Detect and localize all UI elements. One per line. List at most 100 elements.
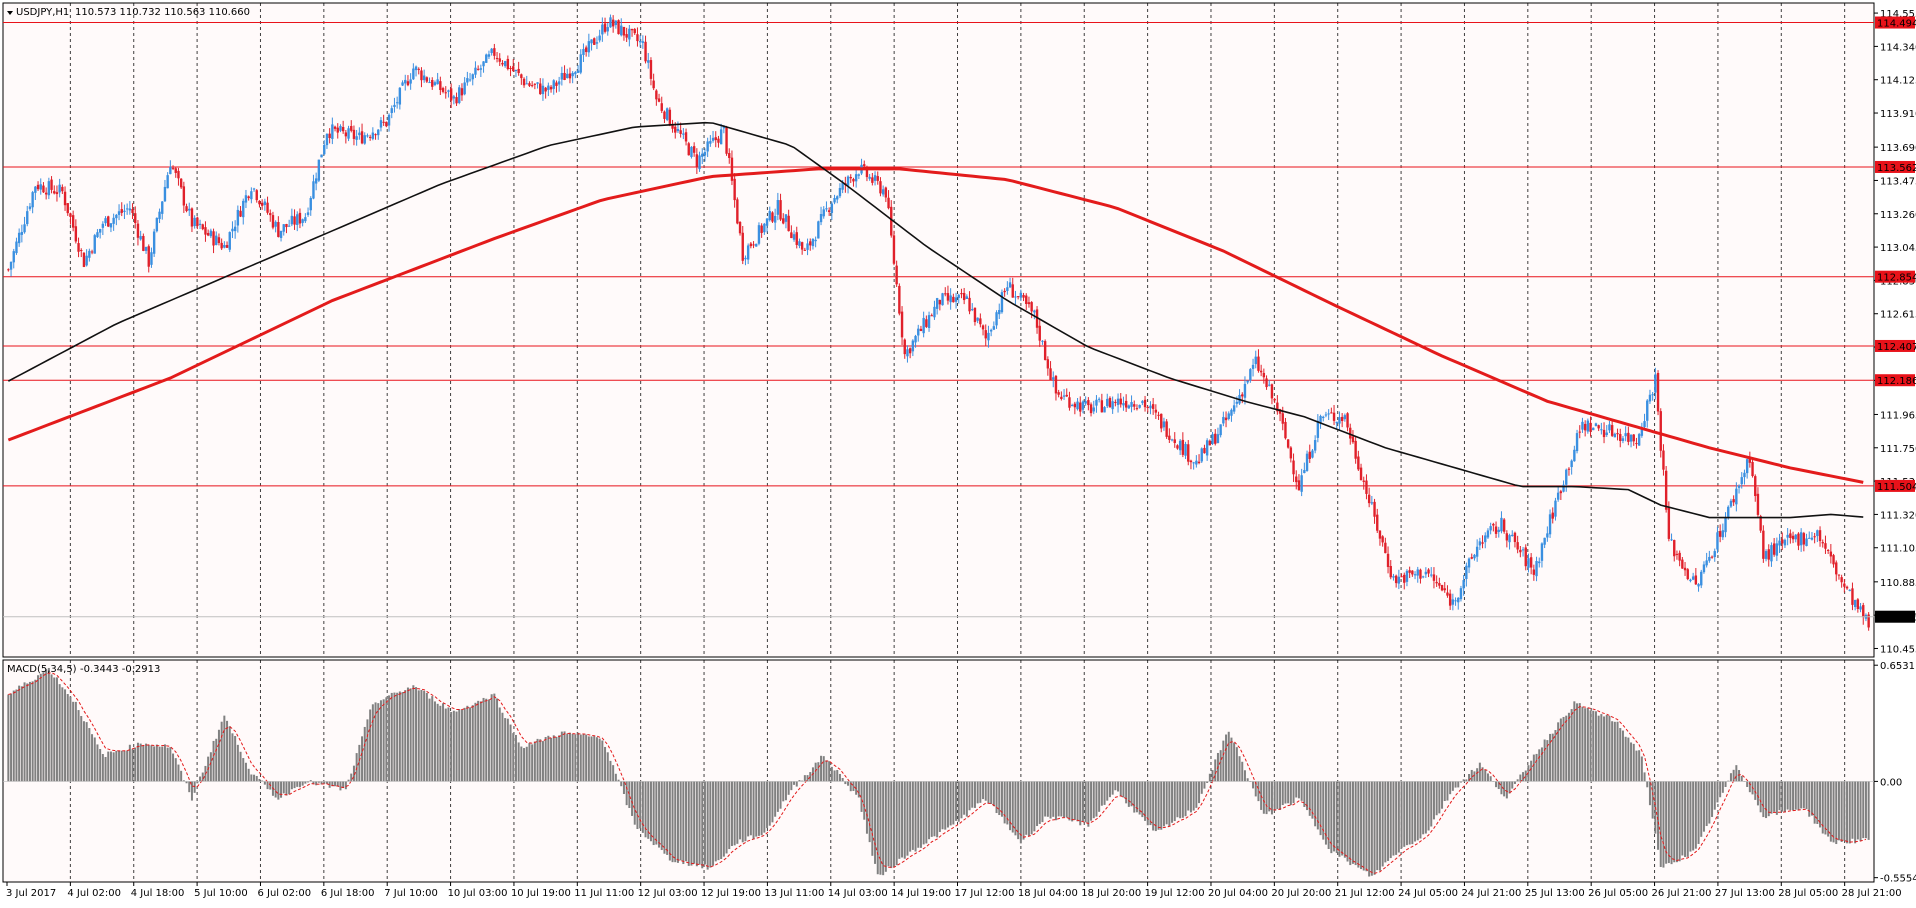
macd-bar — [1535, 753, 1538, 782]
macd-bar — [523, 748, 526, 782]
candle-body — [485, 54, 488, 63]
candle-body — [1392, 576, 1395, 578]
candle-body — [1616, 433, 1619, 435]
candle-body — [1451, 599, 1455, 605]
candle-body — [1068, 397, 1071, 408]
candle-body — [1089, 404, 1093, 414]
candle-body — [574, 72, 577, 75]
macd-bar — [288, 781, 291, 795]
symbol-header[interactable]: USDJPY,H1 110.573 110.732 110.563 110.66… — [7, 7, 250, 18]
macd-bar — [1729, 773, 1732, 782]
candle-body — [579, 54, 582, 73]
candle-body — [1813, 536, 1816, 538]
macd-bar — [72, 701, 75, 782]
candle-body — [1605, 432, 1608, 436]
macd-bar — [1589, 710, 1592, 782]
candle-body — [601, 24, 604, 35]
macd-bar — [274, 781, 277, 798]
macd-bar — [1192, 781, 1195, 811]
candle-body — [1624, 433, 1627, 437]
price-label: 110.455 — [1880, 644, 1916, 655]
candle-body — [1381, 536, 1384, 543]
macd-bar — [1829, 781, 1832, 842]
macd-bar — [1357, 781, 1360, 868]
candle-body — [128, 208, 132, 211]
candle-body — [1103, 407, 1106, 413]
candle-body — [1300, 475, 1303, 492]
macd-bar — [1133, 781, 1136, 813]
candle-body — [1305, 453, 1309, 471]
macd-bar — [541, 741, 544, 782]
macd-bar — [644, 781, 647, 838]
candle-body — [1805, 538, 1808, 547]
candle-body — [1054, 375, 1058, 394]
candle-body — [190, 208, 194, 227]
macd-bar — [215, 738, 218, 782]
candle-body — [701, 153, 704, 157]
macd-bar — [895, 781, 898, 866]
macd-bar — [34, 679, 37, 782]
candle-body — [682, 133, 685, 135]
macd-bar — [1138, 781, 1141, 815]
candle-body — [1273, 398, 1276, 401]
candle-body — [1664, 470, 1668, 510]
candle-body — [385, 121, 388, 127]
macd-bar — [1076, 781, 1079, 822]
macd-bar — [803, 775, 806, 782]
macd-bar — [568, 732, 571, 782]
candle-body — [1022, 295, 1025, 298]
macd-bar — [971, 781, 974, 808]
macd-bar — [1592, 710, 1595, 782]
macd-bar — [115, 750, 118, 782]
candle-body — [730, 157, 734, 181]
macd-bar — [647, 781, 650, 839]
macd-bar — [1117, 781, 1120, 792]
macd-panel[interactable] — [2, 659, 1875, 883]
price-panel[interactable] — [2, 2, 1875, 658]
macd-bar — [614, 773, 617, 782]
candle-body — [363, 135, 366, 144]
macd-bar — [984, 781, 987, 801]
macd-bar — [1549, 733, 1552, 782]
candle-body — [746, 245, 750, 260]
candle-body — [506, 58, 510, 70]
candle-body — [1681, 559, 1684, 569]
macd-bar — [415, 687, 418, 782]
candle-body — [611, 19, 615, 27]
moving-average-slow — [7, 167, 1864, 484]
candle-body — [1278, 409, 1282, 414]
candle-body — [1092, 407, 1095, 412]
macd-bar — [1087, 781, 1090, 827]
macd-bar — [277, 781, 280, 800]
candle-body — [7, 269, 10, 271]
macd-bar — [1840, 781, 1843, 842]
candle-body — [1516, 542, 1519, 550]
macd-bar — [1640, 756, 1643, 782]
candle-body — [1006, 287, 1009, 291]
candle-body — [803, 249, 807, 251]
candle-body — [463, 82, 466, 95]
macd-bar — [1702, 781, 1705, 832]
candle-body — [328, 133, 331, 139]
candle-body — [1232, 405, 1236, 412]
chevron-down-icon[interactable] — [7, 11, 13, 15]
candle-body — [630, 28, 634, 31]
candle-body — [255, 190, 258, 201]
macd-bar — [1243, 770, 1246, 782]
candle-body — [665, 108, 669, 120]
candle-body — [706, 141, 709, 152]
candle-body — [1376, 514, 1379, 531]
time-label: 17 Jul 12:00 — [955, 888, 1015, 899]
macd-bar — [1111, 781, 1114, 795]
macd-bar — [1311, 781, 1314, 819]
candle-body — [1543, 537, 1546, 545]
macd-bar — [155, 744, 158, 782]
candle-body — [1073, 403, 1077, 408]
candle-body — [439, 81, 442, 91]
macd-bar — [450, 711, 453, 782]
macd-bar — [730, 781, 733, 846]
macd-bar — [714, 781, 717, 862]
macd-bar — [1127, 781, 1130, 807]
